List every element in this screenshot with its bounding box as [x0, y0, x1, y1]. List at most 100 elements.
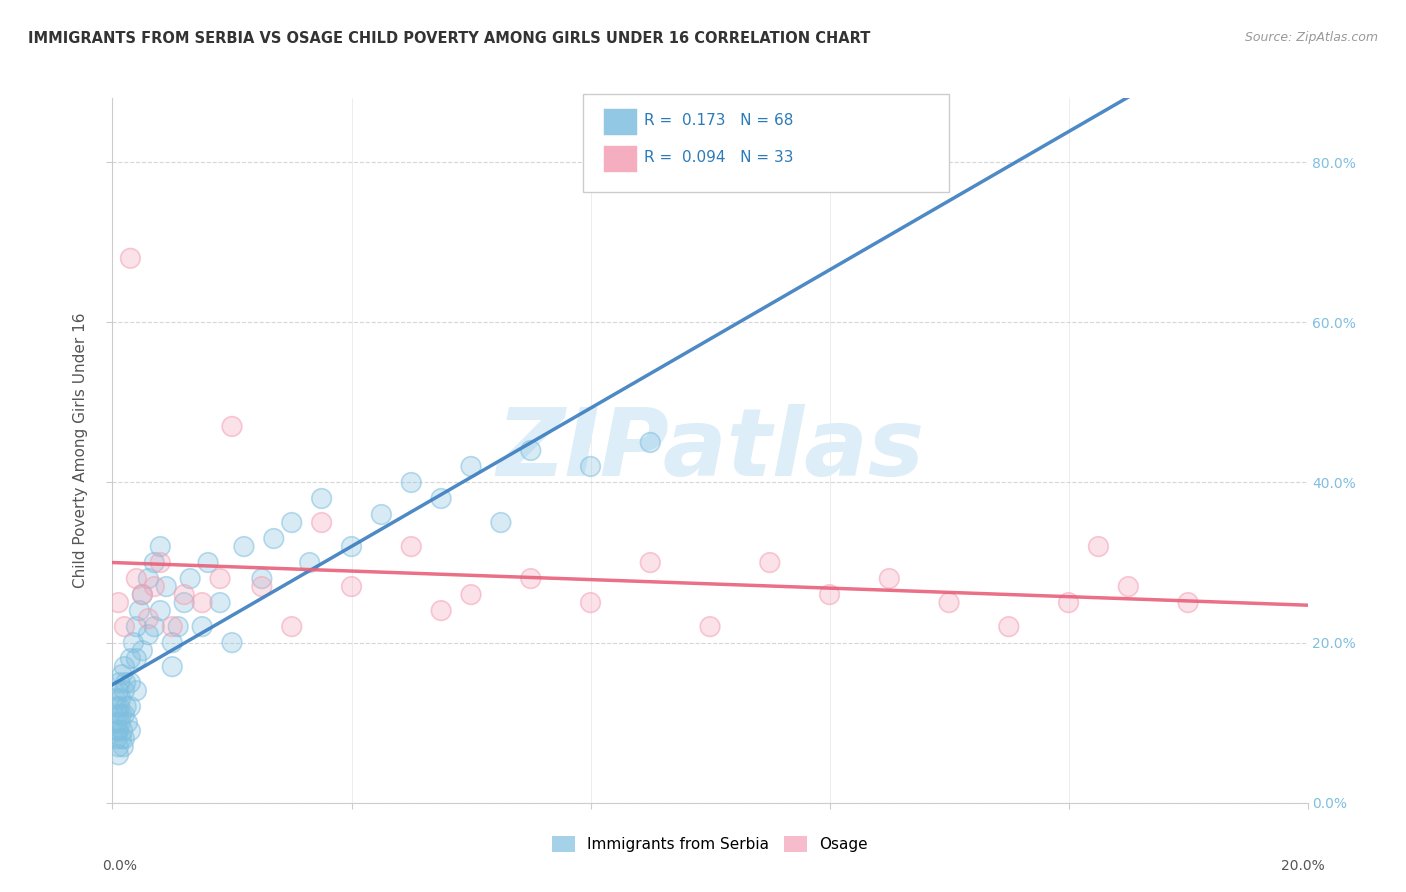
- Point: [191, 619, 214, 633]
- Point: [162, 635, 183, 649]
- Point: [107, 723, 129, 738]
- Point: [114, 659, 135, 673]
- Point: [1177, 596, 1199, 610]
- Point: [818, 588, 841, 602]
- Point: [110, 715, 132, 730]
- Point: [370, 508, 392, 522]
- Point: [162, 619, 183, 633]
- Point: [114, 707, 135, 722]
- Point: [401, 475, 423, 490]
- Point: [460, 459, 482, 474]
- Point: [699, 619, 721, 633]
- Point: [138, 627, 160, 641]
- Point: [209, 596, 232, 610]
- Point: [221, 635, 243, 649]
- Point: [250, 572, 273, 586]
- Point: [107, 723, 129, 738]
- Point: [122, 635, 145, 649]
- Point: [263, 532, 285, 546]
- Point: [125, 619, 148, 633]
- Point: [879, 572, 901, 586]
- Point: [120, 723, 142, 738]
- Point: [114, 619, 135, 633]
- Point: [110, 691, 132, 706]
- Point: [111, 667, 134, 681]
- Point: [263, 532, 285, 546]
- Point: [107, 739, 129, 754]
- Point: [114, 675, 136, 690]
- Point: [143, 619, 166, 633]
- Point: [430, 491, 453, 506]
- Point: [108, 675, 131, 690]
- Point: [131, 588, 153, 602]
- Point: [311, 491, 333, 506]
- Point: [110, 707, 132, 722]
- Point: [107, 747, 129, 762]
- Point: [162, 635, 183, 649]
- Point: [430, 604, 453, 618]
- Point: [579, 596, 602, 610]
- Point: [107, 747, 129, 762]
- Point: [120, 252, 142, 266]
- Point: [120, 675, 142, 690]
- Point: [430, 604, 453, 618]
- Point: [460, 588, 482, 602]
- Point: [162, 659, 183, 673]
- Point: [340, 580, 363, 594]
- Point: [281, 619, 304, 633]
- Point: [110, 715, 132, 730]
- Point: [298, 556, 321, 570]
- Point: [125, 651, 148, 665]
- Point: [401, 540, 423, 554]
- Text: ZIPatlas: ZIPatlas: [496, 404, 924, 497]
- Point: [138, 612, 160, 626]
- Point: [233, 540, 256, 554]
- Point: [149, 540, 172, 554]
- Point: [155, 580, 177, 594]
- Point: [938, 596, 960, 610]
- Point: [520, 443, 543, 458]
- Point: [128, 604, 150, 618]
- Point: [1087, 540, 1109, 554]
- Point: [311, 516, 333, 530]
- Point: [173, 588, 195, 602]
- Point: [699, 619, 721, 633]
- Point: [131, 588, 153, 602]
- Point: [1118, 580, 1140, 594]
- Point: [998, 619, 1021, 633]
- Point: [818, 588, 841, 602]
- Point: [191, 596, 214, 610]
- Point: [430, 491, 453, 506]
- Point: [149, 540, 172, 554]
- Point: [120, 699, 142, 714]
- Point: [114, 659, 135, 673]
- Point: [640, 556, 662, 570]
- Point: [125, 683, 148, 698]
- Point: [155, 580, 177, 594]
- Point: [879, 572, 901, 586]
- Point: [117, 715, 139, 730]
- Point: [138, 612, 160, 626]
- Point: [221, 419, 243, 434]
- Legend: Immigrants from Serbia, Osage: Immigrants from Serbia, Osage: [546, 830, 875, 859]
- Text: R =  0.173   N = 68: R = 0.173 N = 68: [644, 113, 793, 128]
- Point: [120, 699, 142, 714]
- Point: [115, 699, 138, 714]
- Point: [117, 715, 139, 730]
- Point: [149, 556, 172, 570]
- Point: [143, 619, 166, 633]
- Point: [105, 715, 128, 730]
- Point: [460, 588, 482, 602]
- Point: [340, 540, 363, 554]
- Text: Source: ZipAtlas.com: Source: ZipAtlas.com: [1244, 31, 1378, 45]
- Point: [197, 556, 219, 570]
- Point: [640, 435, 662, 450]
- Point: [143, 556, 166, 570]
- Point: [167, 619, 190, 633]
- Point: [105, 715, 128, 730]
- Point: [107, 707, 129, 722]
- Point: [1177, 596, 1199, 610]
- Point: [1118, 580, 1140, 594]
- Point: [143, 580, 166, 594]
- Point: [107, 723, 129, 738]
